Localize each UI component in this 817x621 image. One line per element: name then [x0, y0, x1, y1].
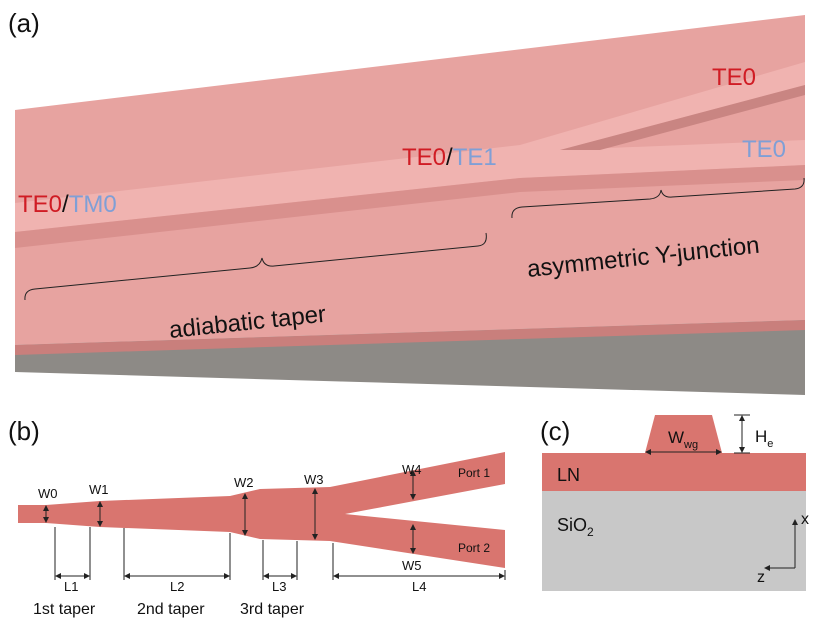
mode-te: TE0 [18, 191, 62, 218]
width-label: W2 [234, 475, 254, 490]
panel-label: (b) [8, 416, 40, 446]
symbol: SiO [557, 515, 587, 535]
width-label: W3 [304, 472, 324, 487]
length-label: L3 [272, 579, 286, 594]
mode-label: TE0/TM0 [18, 191, 117, 218]
axis-label: z [757, 569, 765, 586]
mode-label: TE0 [712, 64, 756, 91]
subscript: 2 [587, 525, 594, 539]
height-symbol: He [755, 427, 773, 450]
symbol: H [755, 427, 767, 446]
panel-label: (c) [540, 416, 570, 446]
length-label: L4 [412, 579, 426, 594]
width-label: W1 [89, 482, 109, 497]
mode-label: TE0/TE1 [402, 144, 497, 171]
figure: (a) TE0/TM0 TE0/TE1 TE0 TE0 adiabatic ta… [0, 0, 817, 621]
port-label: Port 2 [458, 541, 490, 555]
symbol: W [668, 428, 684, 447]
port-label: Port 1 [458, 466, 490, 480]
subscript: wg [683, 439, 698, 451]
mode-tm: TM0 [69, 191, 117, 218]
mode-te: TE0 [402, 144, 446, 171]
axis-label: x [801, 511, 809, 528]
width-label: W5 [402, 558, 422, 573]
section-label: 1st taper [33, 601, 96, 618]
length-label: L2 [170, 579, 184, 594]
layer-label: LN [557, 465, 580, 485]
section-label: 3rd taper [240, 601, 305, 618]
mode-te1: TE1 [453, 144, 497, 171]
section-label: 2nd taper [137, 601, 205, 618]
width-label: W0 [38, 486, 58, 501]
substrate [542, 491, 806, 591]
waveguide-layout [18, 452, 505, 568]
subscript: e [767, 438, 773, 450]
width-label: W4 [402, 462, 422, 477]
mode-label: TE0 [742, 136, 786, 163]
ln-layer [542, 453, 806, 491]
length-label: L1 [64, 579, 78, 594]
panel-label: (a) [8, 8, 40, 38]
